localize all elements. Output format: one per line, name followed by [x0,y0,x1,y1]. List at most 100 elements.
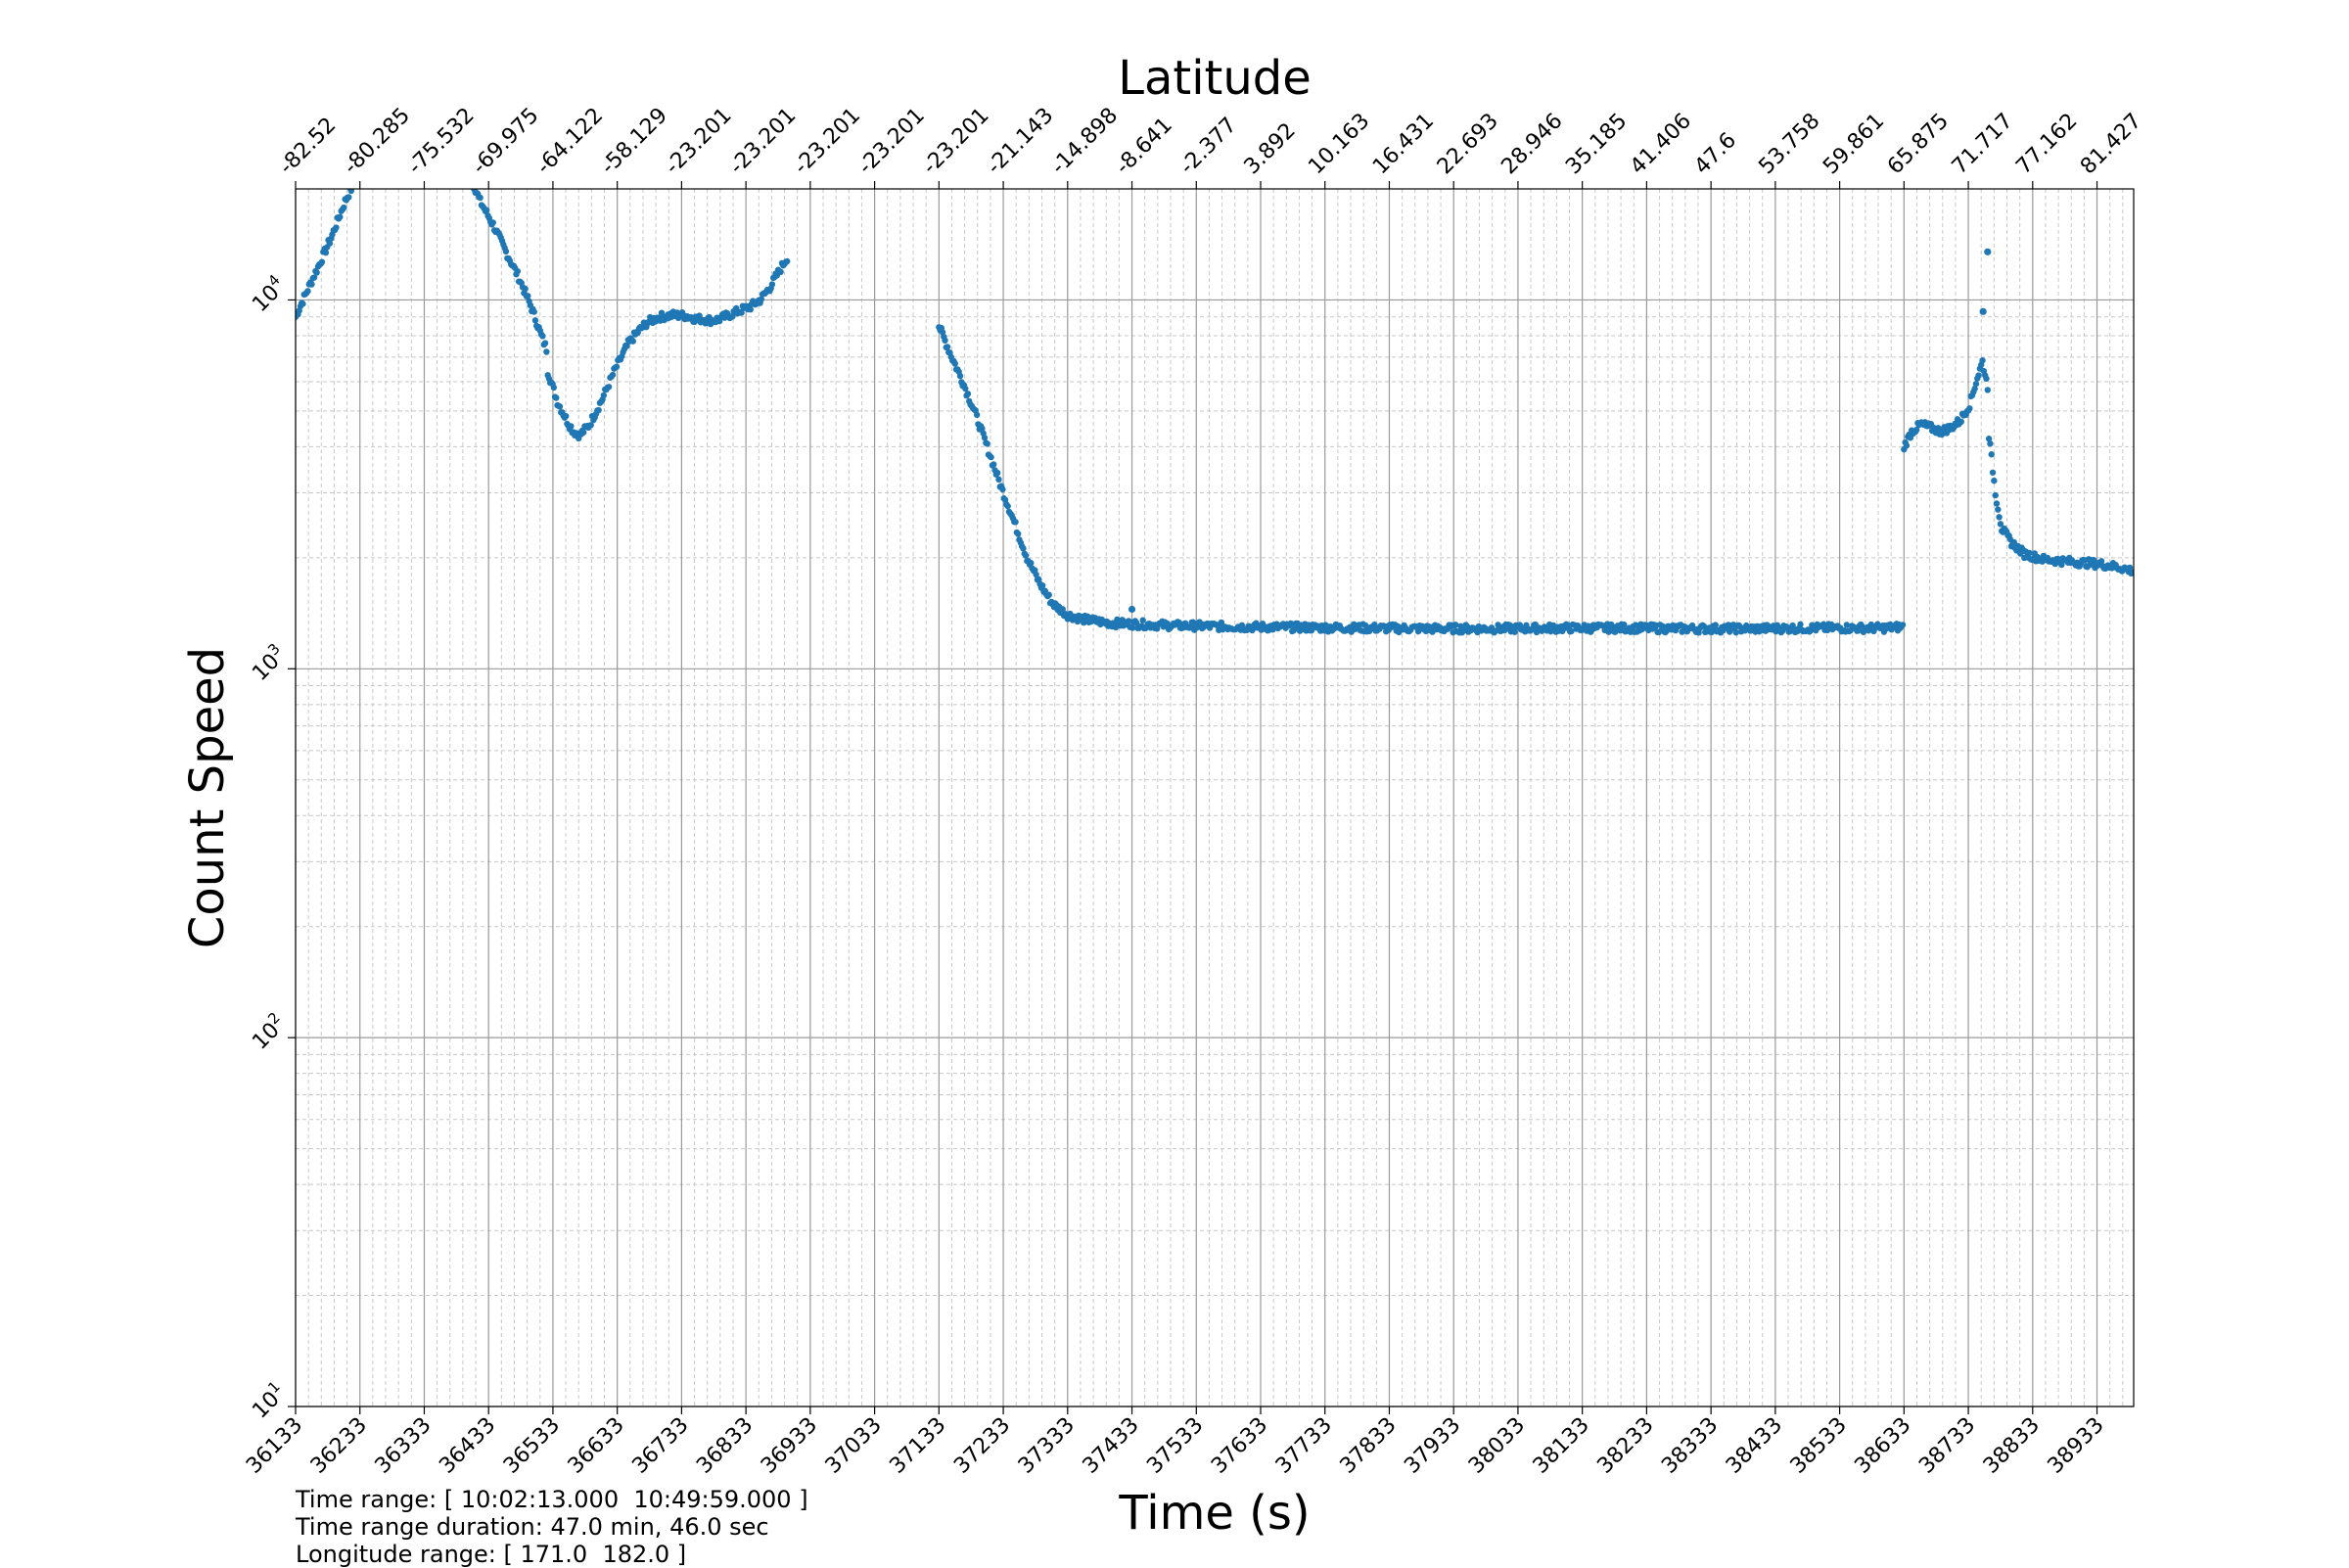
data-point [1899,622,1907,628]
data-point [341,204,347,211]
data-point [530,308,537,315]
data-point [962,385,969,392]
data-point [1972,380,1980,388]
data-point [605,384,613,391]
data-point [2129,569,2134,576]
top-tick-label: -75.532 [403,104,480,180]
data-point [1033,571,1039,578]
x-tick-label: 37333 [1014,1413,1080,1479]
data-point [999,485,1006,493]
top-tick-label: -23.201 [789,104,865,180]
top-tick-label: -14.898 [1046,104,1123,180]
data-point [1983,375,1990,383]
data-point [1984,387,1991,393]
x-tick-label: 38233 [1592,1413,1658,1479]
top-tick-label: 53.758 [1754,109,1824,179]
data-point [1984,248,1992,255]
data-point [988,453,994,461]
top-tick-label: -82.52 [275,113,342,179]
longitude-range-text: Longitude range: [ 171.0 182.0 ] [296,1541,687,1568]
data-point [470,180,476,186]
data-point [345,194,352,201]
top-tick-label: 81.427 [2076,109,2146,179]
data-point [1451,622,1459,628]
data-point [543,348,550,355]
top-tick-label: -58.129 [596,104,672,180]
data-point [990,461,997,468]
data-point [1083,613,1091,620]
data-point [729,313,736,320]
x-tick-label: 38333 [1657,1413,1723,1479]
data-point [1712,622,1719,628]
top-tick-label: -23.201 [661,104,737,180]
x-tick-label: 36433 [435,1413,500,1479]
data-point [1997,521,2004,528]
data-point [553,394,560,401]
data-point [1038,582,1046,589]
top-tick-label: 10.163 [1304,109,1374,179]
data-point [1308,627,1315,634]
data-point [469,179,475,185]
data-point [951,360,958,367]
x-tick-label: 38533 [1786,1413,1852,1479]
data-point [541,340,549,346]
plot-frame [295,188,2135,1407]
data-point [973,411,981,419]
data-point [1979,307,1987,315]
data-point [758,296,765,302]
x-tick-label: 38133 [1529,1413,1594,1479]
data-point [308,281,315,288]
data-point [1992,491,1999,499]
data-point [2058,561,2065,569]
top-tick-label: 41.406 [1626,109,1696,179]
data-point [1128,624,1136,631]
top-tick-label: 35.185 [1561,109,1632,179]
data-point [1189,619,1197,625]
data-point [777,268,784,276]
data-point [326,240,334,247]
data-point [1732,629,1739,636]
data-point [1659,623,1667,630]
data-point [333,224,340,231]
data-point [1028,560,1035,567]
top-tick-label: -23.201 [918,104,994,180]
x-tick-label: 38733 [1914,1413,1980,1479]
top-tick-label: -21.143 [983,104,1059,180]
data-point [1022,552,1030,559]
x-tick-label: 37433 [1079,1413,1144,1479]
data-points [296,179,2134,636]
x-tick-label: 37033 [821,1413,887,1479]
data-point [1132,620,1140,626]
data-point [489,219,497,226]
data-point [304,288,311,295]
x-tick-label: 36333 [371,1413,437,1479]
top-tick-label: 59.861 [1819,109,1889,179]
latitude-axis: -82.52-80.285-75.532-69.975-64.122-58.12… [275,104,2146,189]
data-point [568,423,575,430]
y-tick-label: 101 [245,1377,291,1423]
data-point [477,194,484,202]
x-tick-label: 38633 [1850,1413,1915,1479]
data-point [347,189,354,195]
data-point [1126,618,1132,624]
data-point [313,269,320,276]
x-tick-label: 38933 [2044,1413,2109,1479]
data-point [1511,628,1518,635]
top-tick-label: -23.201 [725,104,802,180]
data-point [1987,440,1994,447]
data-point [502,248,510,255]
data-point [629,338,636,345]
y-axis: 101 102 103 104 [245,271,296,1424]
y-axis-title: Count Speed [180,647,235,948]
data-point [1975,372,1982,379]
data-point [984,440,990,447]
x-axis: 3613336233363333643336533366333673336833… [242,1407,2109,1479]
data-point [613,363,621,370]
top-tick-label: 47.6 [1690,128,1741,179]
data-point [1020,545,1027,552]
data-point [2097,558,2105,565]
data-point [981,435,989,441]
data-point [1995,506,2002,513]
top-tick-label: 65.875 [1883,109,1954,179]
